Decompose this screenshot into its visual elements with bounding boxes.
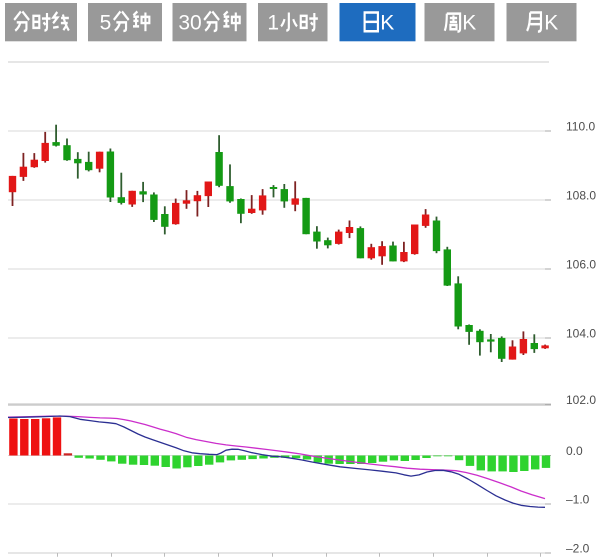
svg-text:1: 1: [267, 12, 279, 35]
svg-text:110.0: 110.0: [566, 119, 595, 133]
svg-text:K: K: [544, 12, 558, 35]
svg-text:K: K: [462, 12, 476, 35]
svg-text:102.0: 102.0: [566, 393, 596, 407]
svg-text:5: 5: [100, 12, 112, 35]
svg-text:108.0: 108.0: [566, 188, 596, 202]
svg-text:30: 30: [178, 12, 201, 35]
svg-text:104.0: 104.0: [566, 326, 596, 340]
svg-text:K: K: [380, 12, 394, 35]
svg-text:106.0: 106.0: [566, 257, 596, 271]
svg-text:–1.0: –1.0: [566, 492, 590, 506]
svg-text:0.0: 0.0: [566, 444, 583, 458]
svg-text:–2.0: –2.0: [566, 541, 590, 555]
